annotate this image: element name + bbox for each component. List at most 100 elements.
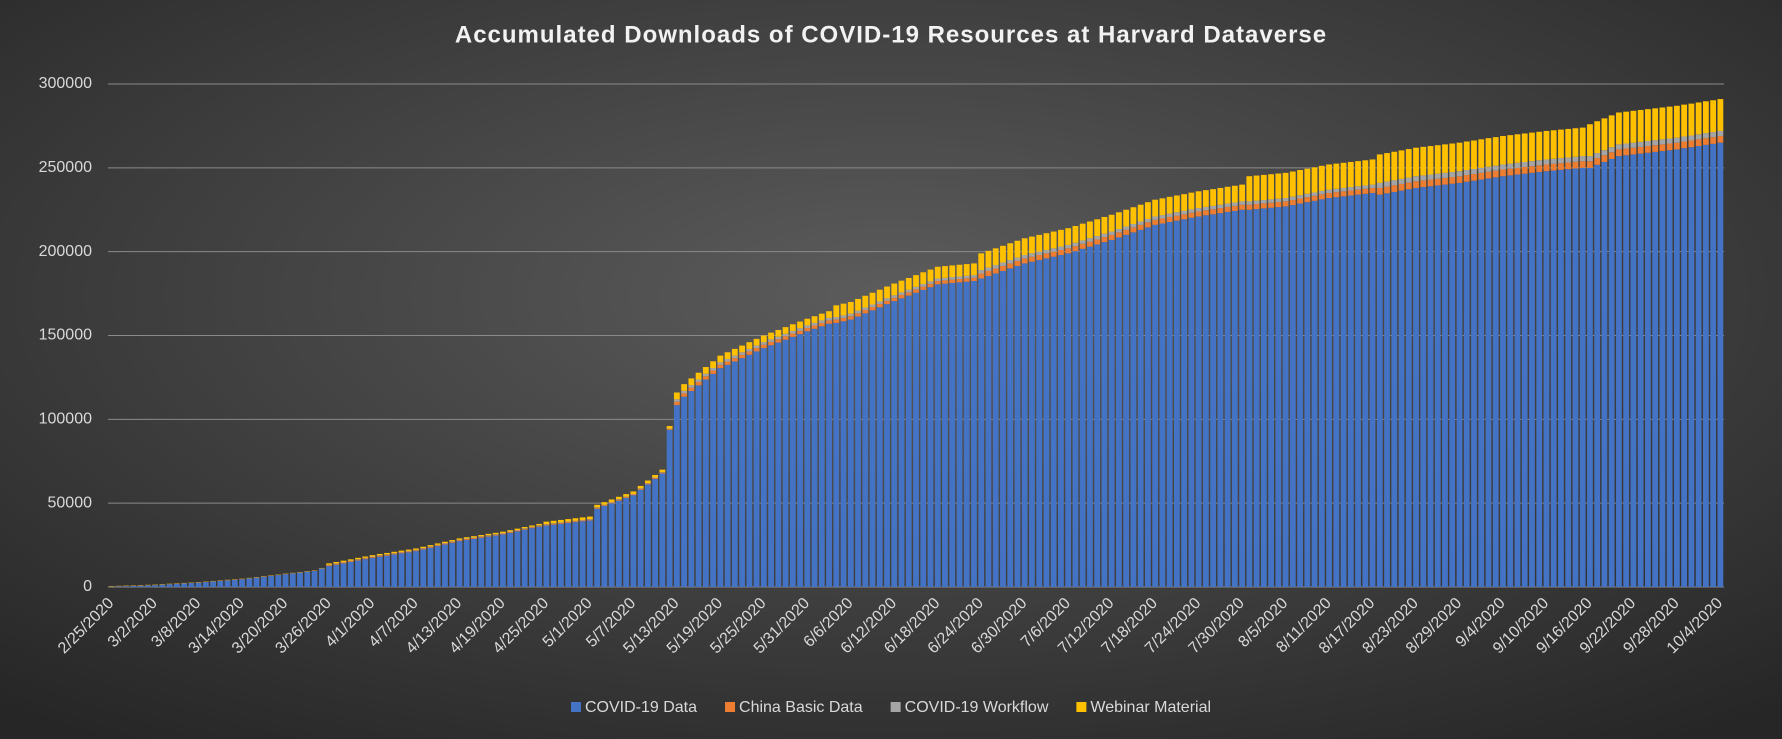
bar-segment	[115, 586, 122, 587]
legend-item: Webinar Material	[1076, 699, 1211, 716]
bar-segment	[333, 563, 340, 564]
bar-segment	[326, 564, 332, 566]
bar-segment	[833, 322, 840, 587]
bar-segment	[1673, 142, 1680, 150]
bar-segment	[1333, 188, 1340, 193]
bar-segment	[1608, 152, 1615, 159]
bar-segment	[789, 330, 796, 334]
bar-segment	[1384, 153, 1390, 182]
bar-segment	[978, 278, 985, 587]
bar-segment	[478, 536, 485, 537]
bar-segment	[717, 355, 724, 363]
bar-segment	[1623, 111, 1630, 144]
bar-segment	[369, 557, 376, 587]
bar-segment	[434, 543, 441, 545]
bar-segment	[1181, 219, 1188, 587]
bar-segment	[427, 545, 434, 547]
bar-segment	[1036, 251, 1043, 256]
bar-segment	[144, 585, 151, 587]
bar-segment	[1108, 239, 1115, 587]
bar-segment	[666, 429, 673, 587]
bar-segment	[782, 336, 789, 340]
bar-segment	[1572, 161, 1579, 169]
bar-segment	[934, 281, 941, 285]
bar-segment	[398, 550, 405, 552]
bar-segment	[688, 390, 695, 587]
bar-segment	[949, 277, 956, 280]
bar-segment	[1536, 131, 1543, 161]
bar-segment	[550, 524, 557, 587]
bar-segment	[340, 562, 347, 563]
bar-segment	[1637, 109, 1644, 142]
bar-segment	[137, 585, 144, 587]
bar-segment	[449, 541, 456, 542]
bar-segment	[615, 496, 622, 500]
bar-segment	[920, 286, 927, 290]
bar-segment	[862, 295, 869, 308]
bar-segment	[1311, 195, 1318, 201]
bar-segment	[463, 539, 470, 540]
bar-segment	[623, 496, 630, 498]
bar-segment	[992, 273, 999, 587]
bar-segment	[746, 351, 753, 355]
bar-segment	[1108, 214, 1115, 232]
bar-segment	[775, 342, 782, 587]
bar-segment	[1036, 260, 1043, 587]
bar-segment	[797, 334, 803, 587]
bar-segment	[724, 352, 731, 359]
bar-segment	[1630, 142, 1637, 148]
bar-segment	[1376, 154, 1383, 183]
bar-segment	[637, 485, 644, 489]
bar-segment	[681, 396, 688, 587]
bar-segment	[427, 546, 434, 547]
bar-segment	[1616, 144, 1622, 150]
bar-segment	[782, 327, 789, 334]
bar-segment	[1355, 161, 1361, 187]
bar-segment	[1710, 132, 1717, 138]
bar-segment	[601, 506, 608, 587]
bar-segment	[884, 304, 890, 587]
bar-segment	[1398, 190, 1405, 588]
bar-segment	[275, 575, 282, 587]
bar-segment	[768, 339, 774, 342]
bar-segment	[1637, 141, 1644, 147]
bar-segment	[1260, 200, 1267, 204]
bar-segment	[434, 545, 441, 547]
bar-segment	[818, 326, 825, 587]
bar-segment	[1413, 176, 1419, 182]
bar-segment	[644, 483, 651, 484]
bar-segment	[847, 319, 854, 587]
bar-segment	[1579, 127, 1586, 157]
bar-segment	[391, 553, 398, 554]
bar-segment	[1536, 165, 1543, 173]
bar-segment	[1340, 191, 1347, 197]
bar-segment	[811, 322, 818, 326]
bar-segment	[630, 493, 637, 495]
bar-segment	[1210, 214, 1217, 588]
bar-segment	[782, 339, 789, 587]
bar-segment	[1442, 172, 1448, 178]
bar-segment	[1239, 209, 1245, 587]
bar-segment	[673, 399, 680, 402]
bar-segment	[572, 518, 579, 521]
bar-segment	[818, 313, 825, 321]
bar-segment	[1391, 185, 1398, 192]
bar-segment	[681, 393, 688, 397]
bar-segment	[1688, 135, 1695, 141]
bar-segment	[942, 280, 948, 284]
bar-segment	[1587, 167, 1593, 588]
bar-segment	[797, 321, 803, 329]
bar-segment	[731, 355, 738, 359]
y-tick-label: 250000	[39, 159, 92, 176]
bar-segment	[1543, 164, 1550, 172]
bar-segment	[289, 573, 296, 587]
bar-segment	[847, 313, 854, 317]
bar-segment	[202, 582, 209, 587]
bar-segment	[811, 316, 818, 323]
bar-segment	[1050, 256, 1057, 587]
bar-segment	[333, 564, 340, 587]
bar-segment	[1152, 199, 1159, 217]
bar-segment	[1144, 222, 1151, 228]
bar-segment	[1217, 187, 1224, 205]
bar-segment	[1007, 260, 1014, 264]
